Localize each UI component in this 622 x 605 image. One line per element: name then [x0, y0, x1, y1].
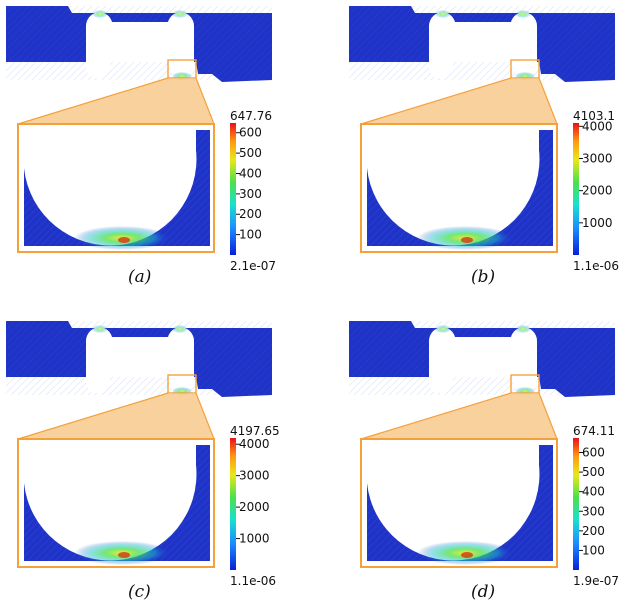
colorbar-tick-label: 200 [239, 207, 262, 221]
colorbar-tick-label: 2000 [582, 184, 613, 198]
inset-top-gap [367, 445, 539, 459]
dogbone-cutout [428, 327, 538, 394]
colorbar-tick-label: 600 [582, 446, 605, 460]
stress-hint [92, 325, 108, 333]
stress-hint [172, 325, 188, 333]
colorbar-tick-label: 600 [239, 126, 262, 140]
panel-caption: (b) [471, 267, 495, 287]
zoom-connector [361, 78, 557, 124]
panel-caption: (a) [128, 267, 151, 287]
panel-a: 647.76 2.1e-07 100 200 300 400 500 600 (a) [6, 6, 276, 287]
stress-peak [461, 552, 473, 558]
inset-content [24, 445, 210, 565]
stress-hint [435, 325, 451, 333]
inset-top-gap [367, 130, 539, 144]
stress-hint [435, 10, 451, 18]
colorbar-min-label: 1.1e-06 [573, 259, 619, 273]
panel-caption: (c) [128, 582, 151, 602]
colorbar-tick-label: 200 [582, 524, 605, 538]
colorbar-tick-label: 400 [239, 166, 262, 180]
colorbar-tick-label: 500 [239, 146, 262, 160]
colorbar-tick-label: 4000 [582, 119, 613, 133]
stress-peak [118, 552, 130, 558]
colorbar-max-label: 4197.65 [230, 424, 280, 438]
zoom-connector-edges [17, 77, 215, 125]
zoom-connector [361, 393, 557, 439]
dogbone-cutout [85, 327, 195, 394]
zoom-connector [18, 393, 214, 439]
panels: 647.76 2.1e-07 100 200 300 400 500 600 (a) 4103.1… [6, 6, 619, 602]
colorbar [573, 438, 579, 570]
zoom-connector [18, 78, 214, 124]
colorbar-tick-label: 300 [239, 187, 262, 201]
colorbar [573, 123, 579, 255]
colorbar-tick-label: 400 [582, 485, 605, 499]
stress-hint [515, 10, 531, 18]
stress-peak [118, 237, 130, 243]
inset-content [367, 445, 553, 565]
colorbar-max-label: 4103.1 [573, 109, 615, 123]
colorbar-tick-label: 300 [582, 504, 605, 518]
inset-top-gap [24, 130, 196, 144]
stress-hint [172, 10, 188, 18]
colorbar-tick-label: 3000 [239, 469, 270, 483]
colorbar-min-label: 1.9e-07 [573, 574, 619, 588]
colorbar-tick-label: 100 [239, 228, 262, 242]
dogbone-cutout [428, 12, 538, 79]
colorbar-tick-label: 3000 [582, 151, 613, 165]
colorbar-tick-label: 1000 [239, 532, 270, 546]
colorbar-tick-label: 100 [582, 543, 605, 557]
colorbar [230, 123, 236, 255]
inset-notch [367, 130, 540, 246]
panel-c: 4197.65 1.1e-06 1000 2000 3000 4000 (c) [6, 321, 280, 602]
inset-notch [367, 445, 540, 561]
colorbar [230, 438, 236, 570]
panel-caption: (d) [471, 582, 495, 602]
colorbar-tick-label: 1000 [582, 216, 613, 230]
panel-b: 4103.1 1.1e-06 1000 2000 3000 4000 (b) [349, 6, 619, 287]
colorbar-tick-label: 2000 [239, 500, 270, 514]
stress-hint [92, 10, 108, 18]
colorbar-max-label: 674.11 [573, 424, 615, 438]
inset-content [367, 130, 553, 250]
inset-top-gap [24, 445, 196, 459]
stress-hint [515, 325, 531, 333]
inset-notch [24, 445, 197, 561]
zoom-connector-edges [360, 77, 558, 125]
colorbar-max-label: 647.76 [230, 109, 272, 123]
colorbar-tick-label: 500 [582, 465, 605, 479]
inset-notch [24, 130, 197, 246]
panel-d: 674.11 1.9e-07 100 200 300 400 500 600 (d) [349, 321, 619, 602]
dogbone-cutout [85, 12, 195, 79]
colorbar-tick-label: 4000 [239, 437, 270, 451]
colorbar-min-label: 2.1e-07 [230, 259, 276, 273]
zoom-connector-edges [360, 392, 558, 440]
colorbar-min-label: 1.1e-06 [230, 574, 276, 588]
stress-peak [461, 237, 473, 243]
zoom-connector-edges [17, 392, 215, 440]
inset-content [24, 130, 210, 250]
